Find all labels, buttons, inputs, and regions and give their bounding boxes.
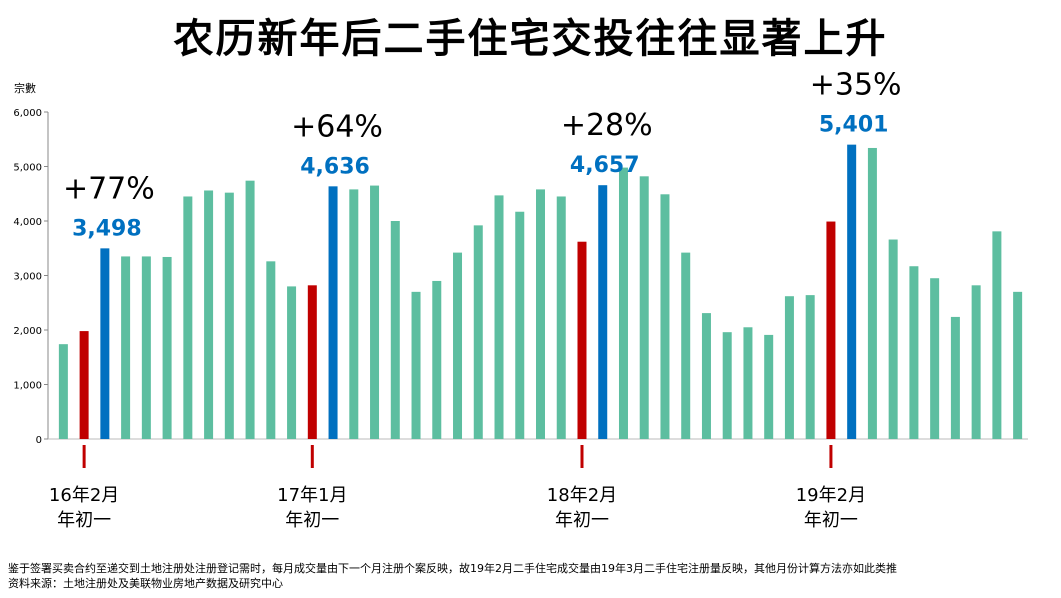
bar <box>411 291 421 439</box>
y-tick-label: 2,000 <box>13 326 42 337</box>
bar <box>847 144 857 439</box>
bar <box>764 334 774 439</box>
bar <box>121 256 131 439</box>
bar <box>701 313 711 439</box>
x-category-sublabel: 年初一 <box>555 510 609 531</box>
x-category-sublabel: 年初一 <box>57 510 111 531</box>
change-label: +64% <box>291 109 383 144</box>
bar <box>971 285 981 439</box>
bar <box>515 211 525 439</box>
bar <box>618 167 628 439</box>
bar <box>950 316 960 439</box>
bar <box>224 192 234 439</box>
x-category-sublabel: 年初一 <box>285 510 339 531</box>
bar <box>266 261 276 439</box>
data-label: 3,498 <box>72 216 142 241</box>
footnote-method: 鉴于签署买卖合约至递交到土地注册处注册登记需时，每月成交量由下一个月注册个案反映… <box>8 562 897 575</box>
bar <box>245 180 255 440</box>
x-category-sublabel: 年初一 <box>804 510 858 531</box>
y-tick-label: 3,000 <box>13 272 42 283</box>
bar <box>743 327 753 439</box>
y-tick-label: 6,000 <box>13 108 42 119</box>
bar <box>453 252 463 439</box>
change-label: +28% <box>561 108 653 143</box>
bar <box>287 286 297 439</box>
change-label: +77% <box>63 171 155 206</box>
y-tick-label: 5,000 <box>13 163 42 174</box>
y-tick-label: 0 <box>36 435 42 446</box>
x-category-label: 18年2月 <box>547 485 617 506</box>
bar <box>784 296 794 439</box>
bar <box>536 189 545 439</box>
bar <box>58 344 68 439</box>
bar <box>826 221 836 439</box>
bar <box>909 266 919 439</box>
y-tick-label: 1,000 <box>13 381 42 392</box>
bar <box>162 256 172 439</box>
bar <box>930 278 940 439</box>
bar <box>577 241 587 439</box>
bar <box>100 248 110 439</box>
x-category-label: 19年2月 <box>796 485 866 506</box>
data-label: 4,657 <box>570 153 640 178</box>
x-category-label: 17年1月 <box>277 485 347 506</box>
bar <box>307 285 317 439</box>
bar <box>867 147 877 439</box>
bar <box>183 196 193 439</box>
bar <box>660 194 670 439</box>
bar <box>888 239 898 439</box>
bar <box>204 190 214 439</box>
footnotes: 鉴于签署买卖合约至递交到土地注册处注册登记需时，每月成交量由下一个月注册个案反映… <box>8 561 897 591</box>
change-label: +35% <box>810 68 902 103</box>
data-label: 5,401 <box>819 113 889 138</box>
bar <box>556 196 566 439</box>
footnote-source: 资料来源：土地注册处及美联物业房地产数据及研究中心 <box>8 577 283 590</box>
bar <box>390 221 400 439</box>
bar <box>79 331 89 439</box>
bar <box>722 332 732 439</box>
bar <box>805 295 815 439</box>
bar <box>639 176 649 439</box>
x-category-label: 16年2月 <box>49 485 119 506</box>
bar <box>328 186 338 439</box>
bar <box>432 280 442 439</box>
y-axis-label: 宗數 <box>14 81 36 95</box>
bar <box>1013 291 1023 439</box>
bar <box>598 185 608 439</box>
bar <box>992 231 1002 439</box>
bar <box>349 189 359 439</box>
bar <box>473 225 483 439</box>
chart-title: 农历新年后二手住宅交投往往显著上升 <box>173 16 888 62</box>
data-label: 4,636 <box>300 154 370 179</box>
bar <box>141 256 151 439</box>
bar <box>370 185 380 439</box>
bar <box>494 195 504 439</box>
bar <box>681 252 691 439</box>
y-tick-label: 4,000 <box>13 217 42 228</box>
